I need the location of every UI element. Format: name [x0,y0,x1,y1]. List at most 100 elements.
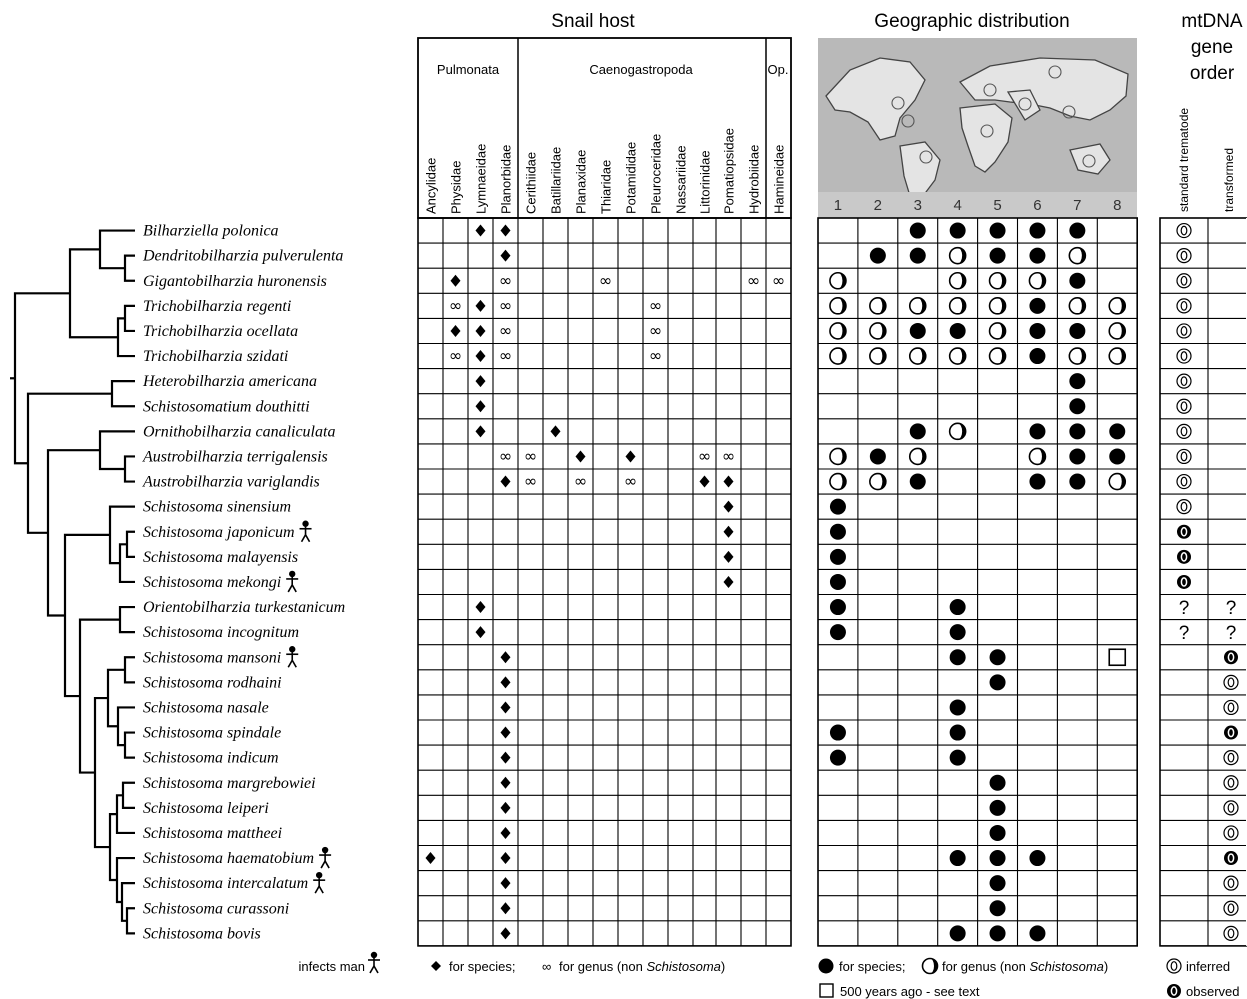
genus-host-infinity: ∞ [624,472,637,491]
species-host-diamond [500,801,511,814]
region-number-8: 8 [1113,197,1121,214]
tree-branch [116,317,135,358]
family-label-thiaridae: Thiaridae [599,160,614,214]
family-label-planorbidae: Planorbidae [499,145,514,214]
geo-species-circle [949,850,966,867]
mt-inferred-mark [1223,674,1239,690]
family-label-cerithiidae: Cerithiidae [524,152,539,214]
mtdna-grid: ???? [1159,217,1247,947]
tree-branch [13,292,70,465]
species-host-diamond [475,375,486,388]
tree-branch [115,794,135,835]
species-name: Trichobilharzia ocellata [143,323,298,340]
geo-genus-crescent [1077,247,1086,264]
legend-mt-observed: observed [1186,984,1239,999]
geo-species-circle [949,925,966,942]
mt-inferred-mark [1223,750,1239,766]
family-label-potamididae: Potamididae [624,142,639,214]
geo-species-circle [989,900,1006,917]
species-name: Schistosoma intercalatum [143,875,308,892]
genus-host-infinity: ∞ [449,346,462,365]
geo-species-circle [989,222,1006,239]
group-pulmonata: Pulmonata [437,62,500,77]
mt-inferred-inner [1180,250,1188,261]
species-name: Schistosoma malayensis [143,549,298,566]
geo-species-circle [989,824,1006,841]
infects-man-icon [286,570,299,593]
tree-branch [121,781,135,809]
legend-inferred-icon [1166,958,1182,974]
species-host-diamond [723,475,734,488]
mt-observed-inner [1227,727,1235,738]
geo-genus-crescent [997,348,1006,365]
mt-inferred-inner [1180,451,1188,462]
genus-host-infinity: ∞ [772,271,785,290]
geo-species-circle [829,599,846,616]
mt-inferred-mark [1176,273,1192,289]
species-host-diamond [500,877,511,890]
species-host-diamond [723,575,734,588]
species-name: Schistosoma incognitum [143,624,299,641]
species-name: Trichobilharzia regenti [143,298,291,315]
geo-species-circle [1069,473,1086,490]
mt-observed-inner [1227,652,1235,663]
mt-inferred-inner [1180,326,1188,336]
geo-species-circle [949,724,966,741]
geo-species-circle [989,799,1006,816]
world-map [818,38,1137,218]
geo-genus-crescent [837,348,846,365]
mt-inferred-mark [1223,875,1239,891]
legend-geo-genus-italic: Schistosoma [1029,959,1103,974]
geo-species-circle [1029,850,1046,867]
species-host-diamond [450,324,461,337]
mt-inferred-inner [1227,828,1235,838]
genus-host-infinity: ∞ [747,271,760,290]
legend-filled-circle-icon [818,958,834,974]
tree-branch [68,248,118,339]
species-name: Gigantobilharzia huronensis [143,273,327,290]
geo-species-circle [989,674,1006,691]
mtdna-header-line1: mtDNA [1181,11,1243,32]
species-name: Ornithobilharzia canaliculata [143,423,335,440]
geo-genus-crescent [837,473,846,490]
legend-diamond-icon [431,961,441,971]
species-host-diamond [723,500,734,513]
species-name: Schistosoma nasale [143,699,269,716]
geo-distribution-header: Geographic distribution [874,11,1069,32]
geo-genus-crescent [1117,473,1126,490]
species-name: Schistosomatium douthitti [143,398,310,415]
mt-unknown-mark: ? [1179,598,1190,619]
mt-col-standard-line1: standard trematode [1177,108,1191,212]
species-name: Trichobilharzia szidati [143,348,288,365]
tree-branch [98,229,135,270]
infects-man-icon [319,846,332,869]
geo-species-circle [1069,222,1086,239]
geo-genus-crescent [1037,272,1046,289]
tree-branch [110,380,135,408]
geo-species-circle [1029,247,1046,264]
species-name: Orientobilharzia turkestanicum [143,599,345,616]
geo-genus-crescent [957,247,966,264]
legend-geo-species: for species; [839,959,905,974]
geo-genus-crescent [917,448,926,465]
region-number-6: 6 [1033,197,1041,214]
geo-species-circle [949,624,966,641]
family-label-pomatiopsidae: Pomatiopsidae [722,128,737,214]
species-host-diamond [699,475,710,488]
geo-genus-crescent [1077,297,1086,314]
geo-500-years-square [1108,648,1127,667]
species-name: Schistosoma margrebowiei [143,775,316,792]
species-host-diamond [500,776,511,789]
mt-inferred-mark [1176,373,1192,389]
species-host-diamond [500,902,511,915]
region-number-5: 5 [993,197,1001,214]
species-host-diamond [475,324,486,337]
infects-man-icon [299,520,312,543]
mt-observed-inner [1180,526,1188,537]
geo-species-circle [949,222,966,239]
geo-species-circle [909,222,926,239]
phylogenetic-tree [10,229,135,935]
mt-observed-inner [1180,577,1188,587]
family-label-littorinidae: Littorinidae [698,150,713,214]
